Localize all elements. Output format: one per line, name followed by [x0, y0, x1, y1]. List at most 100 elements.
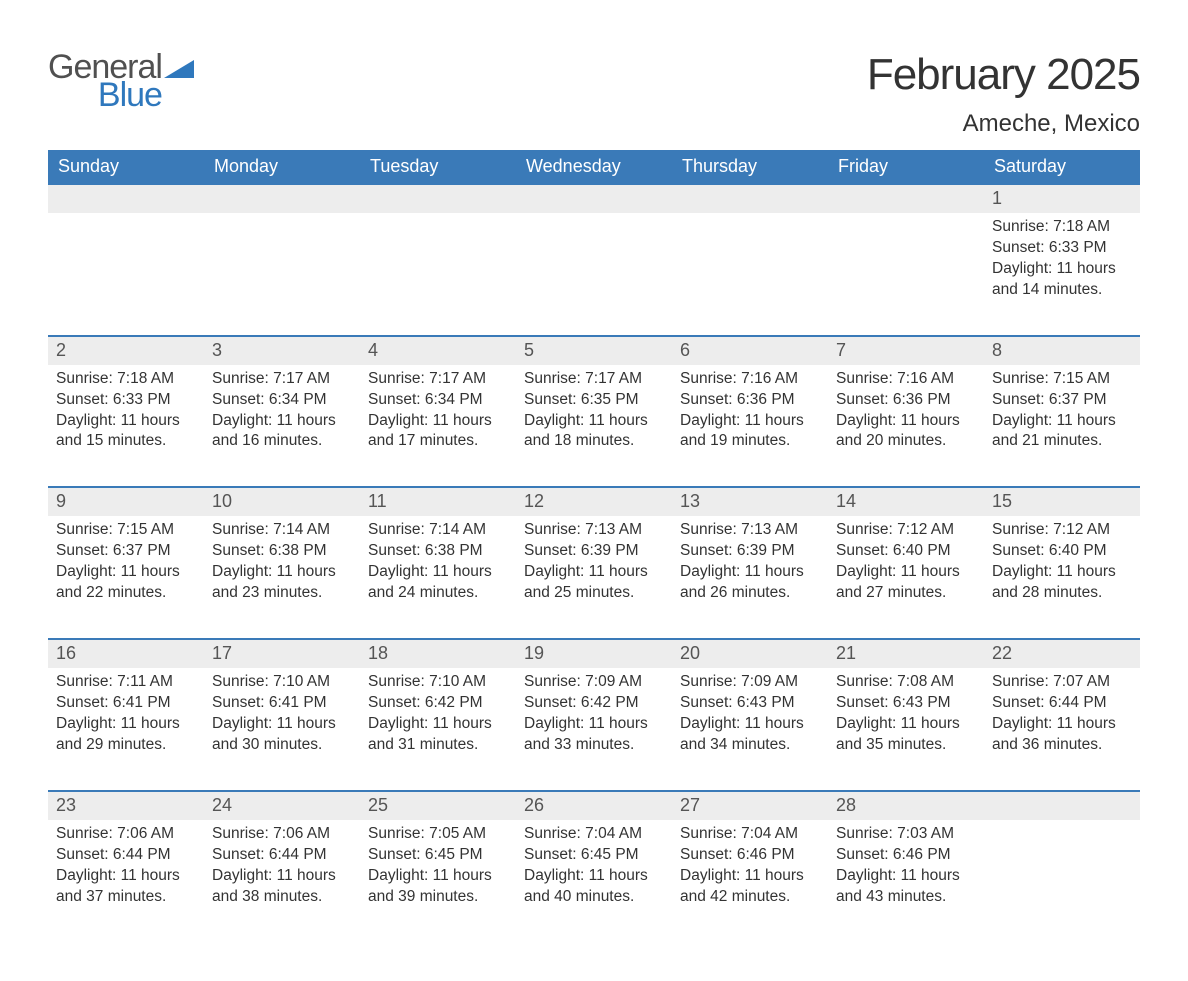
calendar-week: 9101112131415Sunrise: 7:15 AMSunset: 6:3…	[48, 486, 1140, 638]
sunset-text: Sunset: 6:41 PM	[56, 693, 196, 714]
sunrise-text: Sunrise: 7:11 AM	[56, 672, 196, 693]
sunset-text: Sunset: 6:36 PM	[680, 390, 820, 411]
day-cells-row: Sunrise: 7:06 AMSunset: 6:44 PM Daylight:…	[48, 820, 1140, 942]
brand-logo: General Blue	[48, 50, 194, 112]
day-cell: Sunrise: 7:12 AMSunset: 6:40 PMDaylight:…	[828, 516, 984, 638]
sunset-text: Sunset: 6:37 PM	[56, 541, 196, 562]
sunrise-text: Sunrise: 7:10 AM	[212, 672, 352, 693]
daylight-text: Daylight: 11 hours and 16 minutes.	[212, 411, 352, 453]
sunrise-text: Sunrise: 7:09 AM	[680, 672, 820, 693]
day-number: 15	[984, 488, 1140, 516]
sunrise-text: Sunrise: 7:03 AM	[836, 824, 976, 845]
day-cells-row: Sunrise: 7:15 AMSunset: 6:37 PMDaylight:…	[48, 516, 1140, 638]
day-cell: Sunrise: 7:09 AMSunset: 6:43 PMDaylight:…	[672, 668, 828, 790]
daylight-text: Daylight: 11 hours and 14 minutes.	[992, 259, 1132, 301]
day-cell: Sunrise: 7:05 AMSunset: 6:45 PMDaylight:…	[360, 820, 516, 942]
day-cell: Sunrise: 7:07 AMSunset: 6:44 PMDaylight:…	[984, 668, 1140, 790]
month-title: February 2025	[867, 50, 1140, 100]
day-cell: Sunrise: 7:04 AMSunset: 6:45 PMDaylight:…	[516, 820, 672, 942]
day-cell: Sunrise: 7:17 AMSunset: 6:35 PMDaylight:…	[516, 365, 672, 487]
day-number	[360, 185, 516, 213]
sunrise-text: Sunrise: 7:16 AM	[680, 369, 820, 390]
day-cell: Sunrise: 7:17 AMSunset: 6:34 PMDaylight:…	[204, 365, 360, 487]
sunrise-text: Sunrise: 7:12 AM	[992, 520, 1132, 541]
dow-thursday: Thursday	[672, 150, 828, 185]
sunrise-text: Sunrise: 7:07 AM	[992, 672, 1132, 693]
dow-sunday: Sunday	[48, 150, 204, 185]
sunrise-text: Sunrise: 7:15 AM	[992, 369, 1132, 390]
day-number: 12	[516, 488, 672, 516]
day-number-row: 9101112131415	[48, 488, 1140, 516]
day-number	[204, 185, 360, 213]
day-cell	[360, 213, 516, 335]
day-number: 17	[204, 640, 360, 668]
daylight-text: Daylight: 11 hours and 42 minutes.	[680, 866, 820, 908]
daylight-text: Daylight: 11 hours and 26 minutes.	[680, 562, 820, 604]
daylight-text: Daylight: 11 hours and 15 minutes.	[56, 411, 196, 453]
day-number: 10	[204, 488, 360, 516]
dow-saturday: Saturday	[984, 150, 1140, 185]
daylight-text: Daylight: 11 hours and 36 minutes.	[992, 714, 1132, 756]
daylight-text: Daylight: 11 hours and 31 minutes.	[368, 714, 508, 756]
sunset-text: Sunset: 6:40 PM	[836, 541, 976, 562]
daylight-text: Daylight: 11 hours and 30 minutes.	[212, 714, 352, 756]
daylight-text: Daylight: 11 hours and 20 minutes.	[836, 411, 976, 453]
sunset-text: Sunset: 6:45 PM	[368, 845, 508, 866]
day-cells-row: Sunrise: 7:11 AMSunset: 6:41 PMDaylight:…	[48, 668, 1140, 790]
day-cell: Sunrise: 7:11 AMSunset: 6:41 PMDaylight:…	[48, 668, 204, 790]
day-cell: Sunrise: 7:14 AMSunset: 6:38 PMDaylight:…	[204, 516, 360, 638]
day-cell: Sunrise: 7:15 AMSunset: 6:37 PMDaylight:…	[48, 516, 204, 638]
day-cell	[672, 213, 828, 335]
sunset-text: Sunset: 6:39 PM	[680, 541, 820, 562]
day-number: 9	[48, 488, 204, 516]
sunrise-text: Sunrise: 7:18 AM	[992, 217, 1132, 238]
day-cell: Sunrise: 7:16 AMSunset: 6:36 PMDaylight:…	[828, 365, 984, 487]
sunrise-text: Sunrise: 7:16 AM	[836, 369, 976, 390]
sunset-text: Sunset: 6:36 PM	[836, 390, 976, 411]
calendar-week: 16171819202122Sunrise: 7:11 AMSunset: 6:…	[48, 638, 1140, 790]
day-number	[828, 185, 984, 213]
sunset-text: Sunset: 6:43 PM	[680, 693, 820, 714]
day-cell: Sunrise: 7:06 AMSunset: 6:44 PMDaylight:…	[204, 820, 360, 942]
dow-tuesday: Tuesday	[360, 150, 516, 185]
day-number: 16	[48, 640, 204, 668]
dow-wednesday: Wednesday	[516, 150, 672, 185]
sunrise-text: Sunrise: 7:06 AM	[212, 824, 352, 845]
day-cell: Sunrise: 7:08 AMSunset: 6:43 PMDaylight:…	[828, 668, 984, 790]
day-number: 11	[360, 488, 516, 516]
sunset-text: Sunset: 6:34 PM	[212, 390, 352, 411]
day-number: 27	[672, 792, 828, 820]
daylight-text: Daylight: 11 hours and 39 minutes.	[368, 866, 508, 908]
calendar-week: 232425262728Sunrise: 7:06 AMSunset: 6:44…	[48, 790, 1140, 942]
day-cell: Sunrise: 7:18 AMSunset: 6:33 PMDaylight:…	[984, 213, 1140, 335]
sunset-text: Sunset: 6:42 PM	[524, 693, 664, 714]
day-cell: Sunrise: 7:14 AMSunset: 6:38 PMDaylight:…	[360, 516, 516, 638]
daylight-text: Daylight: 11 hours and 40 minutes.	[524, 866, 664, 908]
daylight-text: Daylight: 11 hours and 22 minutes.	[56, 562, 196, 604]
day-number: 20	[672, 640, 828, 668]
day-number-row: 16171819202122	[48, 640, 1140, 668]
brand-text: General Blue	[48, 50, 162, 112]
day-number	[516, 185, 672, 213]
day-number: 6	[672, 337, 828, 365]
sunset-text: Sunset: 6:38 PM	[212, 541, 352, 562]
sunrise-text: Sunrise: 7:14 AM	[212, 520, 352, 541]
sunrise-text: Sunrise: 7:17 AM	[368, 369, 508, 390]
day-number: 14	[828, 488, 984, 516]
sunset-text: Sunset: 6:41 PM	[212, 693, 352, 714]
day-cell: Sunrise: 7:17 AMSunset: 6:34 PMDaylight:…	[360, 365, 516, 487]
day-number: 8	[984, 337, 1140, 365]
location-label: Ameche, Mexico	[867, 110, 1140, 138]
day-number: 24	[204, 792, 360, 820]
sunset-text: Sunset: 6:46 PM	[680, 845, 820, 866]
day-cell	[984, 820, 1140, 942]
sunrise-text: Sunrise: 7:15 AM	[56, 520, 196, 541]
sunset-text: Sunset: 6:44 PM	[212, 845, 352, 866]
day-number: 22	[984, 640, 1140, 668]
sunrise-text: Sunrise: 7:04 AM	[680, 824, 820, 845]
sunrise-text: Sunrise: 7:12 AM	[836, 520, 976, 541]
title-block: February 2025 Ameche, Mexico	[867, 50, 1140, 138]
day-cell: Sunrise: 7:09 AMSunset: 6:42 PMDaylight:…	[516, 668, 672, 790]
dow-monday: Monday	[204, 150, 360, 185]
daylight-text: Daylight: 11 hours and 28 minutes.	[992, 562, 1132, 604]
